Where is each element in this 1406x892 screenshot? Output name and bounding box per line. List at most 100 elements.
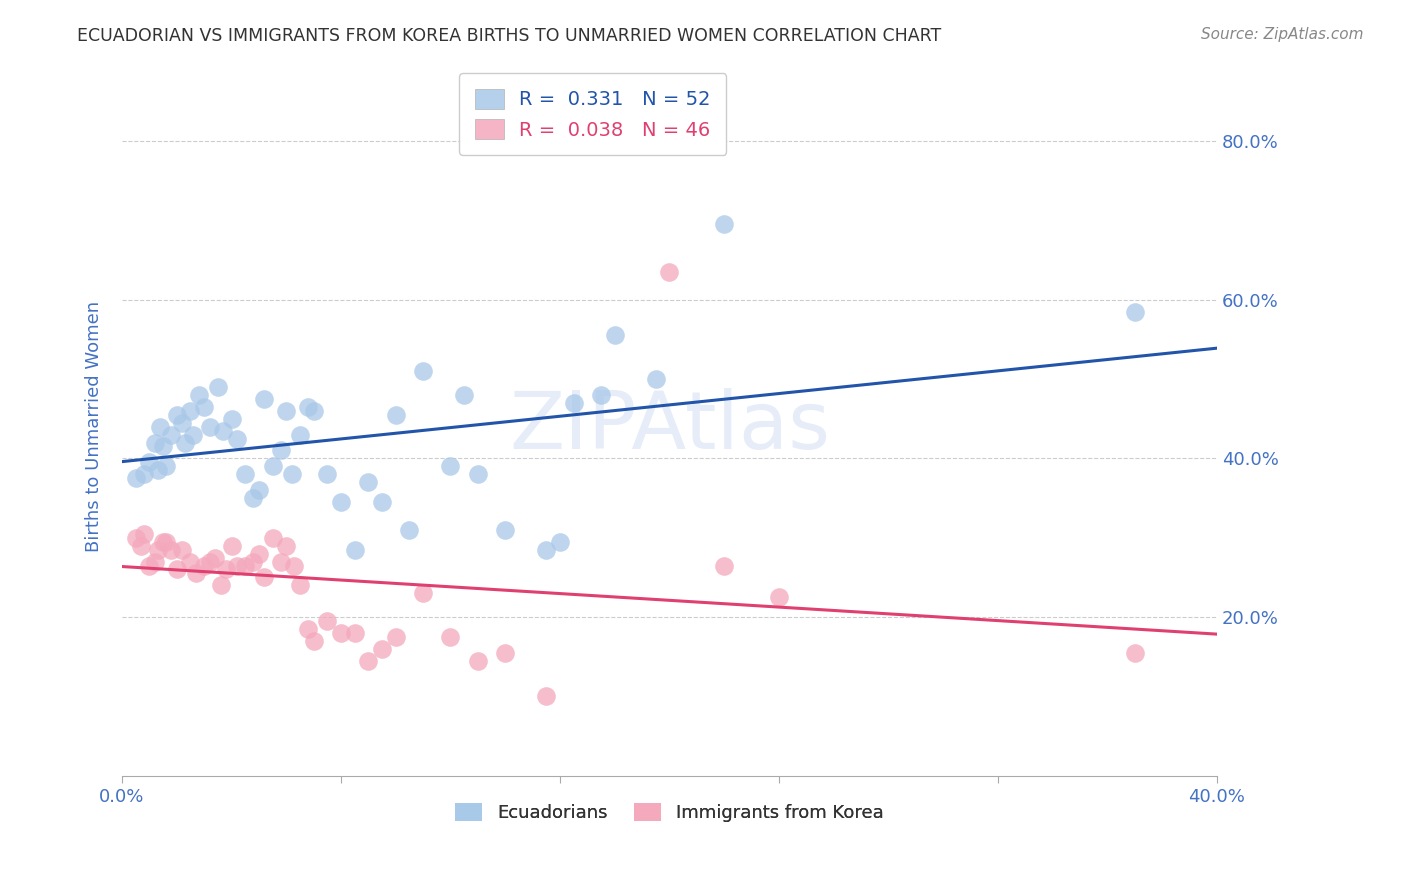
Point: [357, 654, 380, 668]
Point: [184, 566, 207, 581]
Point: [207, 380, 229, 394]
Point: [280, 467, 302, 482]
Point: [172, 416, 194, 430]
Point: [297, 622, 319, 636]
Point: [343, 626, 366, 640]
Point: [412, 586, 434, 600]
Point: [253, 570, 276, 584]
Point: [179, 555, 201, 569]
Point: [226, 558, 249, 573]
Point: [330, 626, 353, 640]
Point: [316, 614, 339, 628]
Point: [242, 491, 264, 505]
Point: [204, 550, 226, 565]
Point: [155, 459, 177, 474]
Text: ECUADORIAN VS IMMIGRANTS FROM KOREA BIRTHS TO UNMARRIED WOMEN CORRELATION CHART: ECUADORIAN VS IMMIGRANTS FROM KOREA BIRT…: [77, 27, 942, 45]
Point: [453, 388, 475, 402]
Point: [644, 372, 666, 386]
Point: [276, 539, 298, 553]
Point: [1123, 646, 1146, 660]
Point: [155, 534, 177, 549]
Point: [713, 558, 735, 573]
Point: [603, 328, 626, 343]
Point: [589, 388, 612, 402]
Point: [330, 495, 353, 509]
Point: [412, 364, 434, 378]
Point: [302, 634, 325, 648]
Point: [198, 419, 221, 434]
Text: Source: ZipAtlas.com: Source: ZipAtlas.com: [1201, 27, 1364, 42]
Point: [384, 630, 406, 644]
Point: [125, 471, 148, 485]
Point: [143, 435, 166, 450]
Point: [247, 547, 270, 561]
Point: [179, 403, 201, 417]
Point: [288, 578, 311, 592]
Point: [221, 411, 243, 425]
Point: [494, 646, 516, 660]
Point: [371, 641, 394, 656]
Point: [247, 483, 270, 497]
Point: [221, 539, 243, 553]
Point: [283, 558, 305, 573]
Point: [226, 432, 249, 446]
Point: [276, 403, 298, 417]
Point: [262, 459, 284, 474]
Point: [658, 265, 681, 279]
Point: [193, 400, 215, 414]
Point: [172, 542, 194, 557]
Point: [152, 440, 174, 454]
Point: [768, 591, 790, 605]
Point: [152, 534, 174, 549]
Point: [215, 562, 238, 576]
Point: [467, 467, 489, 482]
Point: [166, 408, 188, 422]
Point: [562, 396, 585, 410]
Point: [384, 408, 406, 422]
Point: [302, 403, 325, 417]
Point: [181, 427, 204, 442]
Point: [398, 523, 420, 537]
Point: [713, 217, 735, 231]
Point: [316, 467, 339, 482]
Point: [467, 654, 489, 668]
Point: [297, 400, 319, 414]
Text: ZIPAtlas: ZIPAtlas: [509, 388, 830, 466]
Point: [166, 562, 188, 576]
Point: [494, 523, 516, 537]
Point: [439, 630, 461, 644]
Point: [146, 542, 169, 557]
Point: [242, 555, 264, 569]
Point: [132, 467, 155, 482]
Point: [138, 455, 160, 469]
Point: [536, 690, 558, 704]
Point: [149, 419, 172, 434]
Point: [357, 475, 380, 490]
Point: [125, 531, 148, 545]
Point: [160, 427, 183, 442]
Point: [233, 558, 256, 573]
Point: [536, 542, 558, 557]
Point: [193, 558, 215, 573]
Point: [288, 427, 311, 442]
Point: [439, 459, 461, 474]
Point: [160, 542, 183, 557]
Point: [343, 542, 366, 557]
Legend: Ecuadorians, Immigrants from Korea: Ecuadorians, Immigrants from Korea: [440, 789, 898, 837]
Point: [212, 424, 235, 438]
Point: [371, 495, 394, 509]
Point: [1123, 304, 1146, 318]
Point: [270, 555, 292, 569]
Point: [132, 526, 155, 541]
Point: [262, 531, 284, 545]
Point: [143, 555, 166, 569]
Point: [146, 463, 169, 477]
Point: [138, 558, 160, 573]
Y-axis label: Births to Unmarried Women: Births to Unmarried Women: [86, 301, 103, 552]
Point: [187, 388, 209, 402]
Point: [174, 435, 197, 450]
Point: [253, 392, 276, 406]
Point: [233, 467, 256, 482]
Point: [198, 555, 221, 569]
Point: [548, 534, 571, 549]
